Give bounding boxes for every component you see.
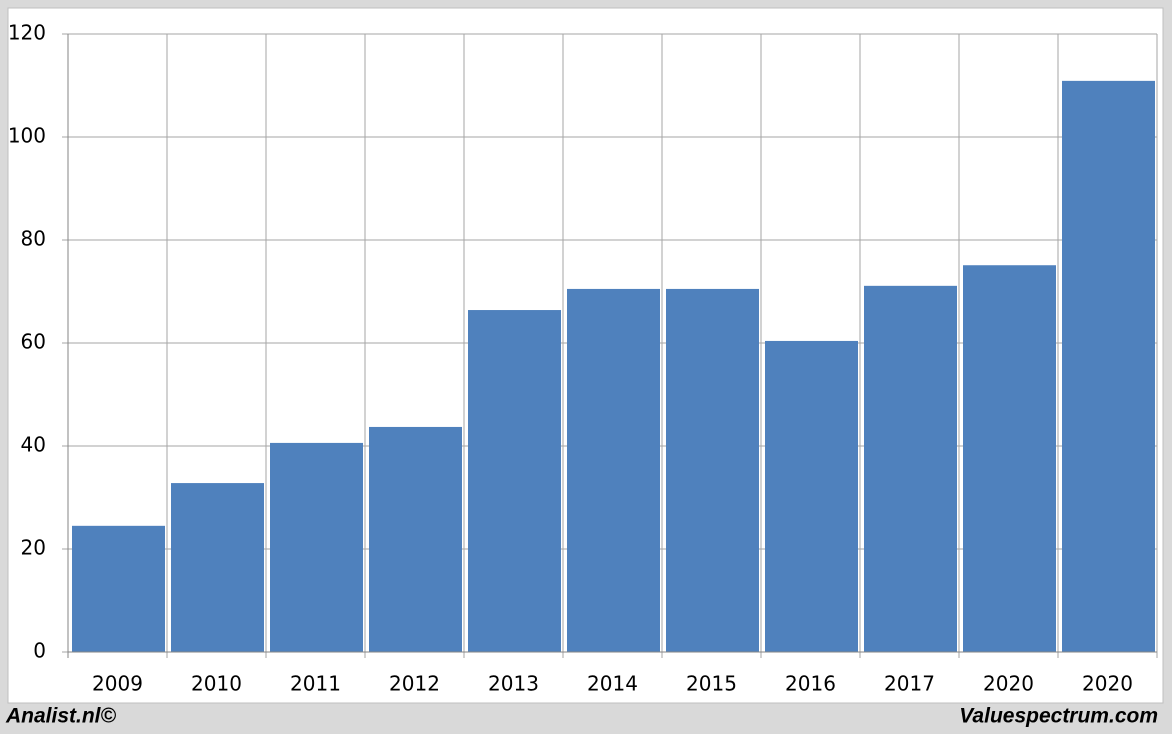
bar [270, 442, 363, 652]
x-tick-label: 2020 [983, 672, 1034, 696]
source-left: Analist.nl© [5, 705, 117, 728]
x-tick-label: 2009 [92, 672, 143, 696]
y-tick-label: 0 [33, 639, 46, 663]
bar [468, 310, 561, 652]
x-tick-label: 2010 [191, 672, 242, 696]
x-tick-label: 2020 [1082, 672, 1133, 696]
x-tick-label: 2012 [389, 672, 440, 696]
x-tick-label: 2013 [488, 672, 539, 696]
bar [369, 426, 462, 652]
bar [72, 525, 165, 652]
x-tick-label: 2014 [587, 672, 638, 696]
bar [765, 340, 858, 652]
x-tick-label: 2017 [884, 672, 935, 696]
source-right: Valuespectrum.com [959, 705, 1158, 728]
bar [1062, 80, 1155, 653]
bar [666, 288, 759, 652]
y-tick-label: 120 [8, 21, 46, 45]
bar [171, 483, 264, 652]
y-tick-label: 80 [21, 227, 46, 251]
x-tick-label: 2011 [290, 672, 341, 696]
y-tick-label: 20 [21, 536, 46, 560]
bar [963, 265, 1056, 652]
bar [567, 288, 660, 652]
x-tick-label: 2015 [686, 672, 737, 696]
y-tick-label: 40 [21, 433, 46, 457]
bar [864, 285, 957, 652]
x-tick-label: 2016 [785, 672, 836, 696]
y-tick-label: 100 [8, 124, 46, 148]
y-tick-label: 60 [21, 330, 46, 354]
